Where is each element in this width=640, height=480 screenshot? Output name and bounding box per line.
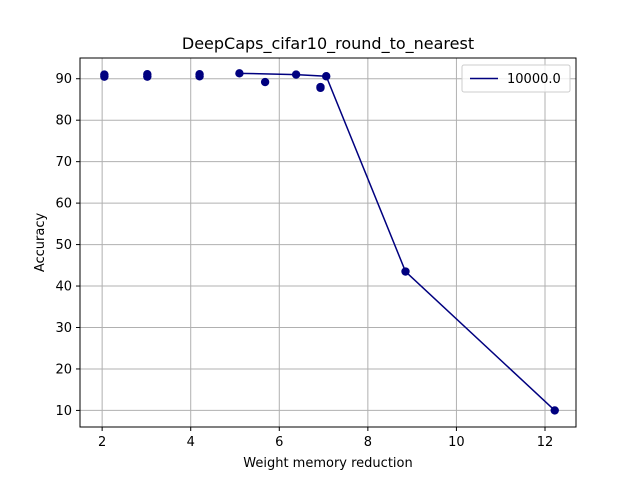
data-point (316, 83, 325, 93)
chart-title: DeepCaps_cifar10_round_to_nearest (182, 34, 474, 54)
legend-box (461, 64, 571, 93)
data-point (143, 72, 152, 81)
x-tick-label: 12 (537, 435, 554, 450)
axes-frame (79, 57, 577, 428)
y-tick-label: 90 (55, 72, 72, 87)
data-point (235, 69, 244, 78)
x-axis-label: Weight memory reduction (243, 456, 412, 471)
x-tick-label: 10 (448, 435, 465, 450)
y-tick-label: 70 (55, 155, 72, 170)
data-point (401, 267, 410, 276)
x-tick-label: 4 (187, 435, 195, 450)
data-point (550, 406, 559, 415)
y-axis-label: Accuracy (33, 213, 48, 273)
data-point (291, 70, 301, 79)
data-point (100, 72, 109, 81)
y-tick-label: 60 (55, 197, 72, 212)
data-point (195, 72, 204, 81)
x-tick-label: 8 (364, 435, 372, 450)
axis-ticks: 2 4 6 8 10 12 10 20 30 40 50 60 70 80 90 (55, 72, 553, 450)
legend-label: 10000.0 (507, 72, 561, 87)
x-tick-label: 6 (275, 435, 283, 450)
y-tick-label: 50 (55, 238, 72, 253)
y-tick-label: 10 (55, 404, 72, 419)
y-tick-label: 20 (55, 362, 72, 377)
x-tick-label: 2 (98, 435, 106, 450)
legend: 10000.0 (461, 64, 571, 93)
data-point (322, 72, 331, 81)
y-tick-label: 40 (55, 280, 72, 295)
y-tick-label: 30 (55, 321, 72, 336)
y-tick-label: 80 (55, 114, 72, 129)
data-point (260, 77, 270, 87)
scatter-points (100, 69, 559, 415)
